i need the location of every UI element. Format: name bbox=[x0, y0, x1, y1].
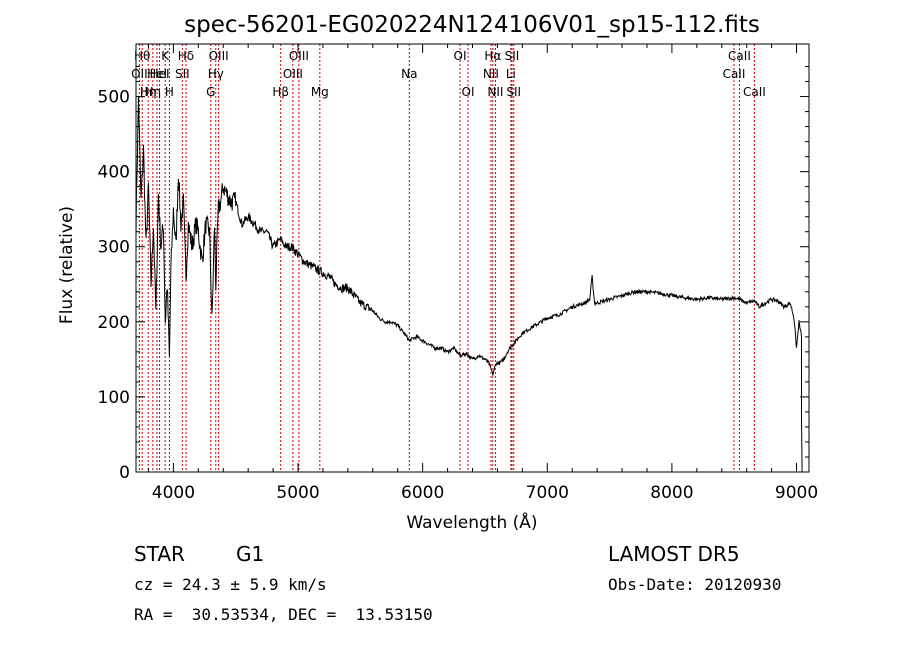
line-label-5: HeI bbox=[150, 67, 170, 81]
ra-dec-coordinates: RA = 30.53534, DEC = 13.53150 bbox=[134, 605, 433, 624]
observation-date: Obs-Date: 20120930 bbox=[608, 575, 781, 594]
y-tick-label: 0 bbox=[119, 463, 130, 483]
x-tick-label: 9000 bbox=[775, 483, 818, 503]
line-label-6: K bbox=[161, 49, 170, 63]
x-axis-label: Wavelength (Å) bbox=[406, 511, 537, 533]
line-label-9: Hδ bbox=[178, 49, 194, 63]
line-label-14: OIII bbox=[283, 67, 303, 81]
survey-name: LAMOST DR5 bbox=[608, 542, 740, 566]
line-label-28: CaII bbox=[743, 85, 766, 99]
y-tick-label: 300 bbox=[98, 238, 130, 258]
object-subclass: G1 bbox=[236, 542, 264, 566]
y-tick-label: 400 bbox=[98, 163, 130, 183]
x-tick-label: 4000 bbox=[152, 483, 195, 503]
object-class: STAR bbox=[134, 542, 185, 566]
line-label-23: Li bbox=[506, 67, 516, 81]
spectrum-series-line bbox=[135, 95, 803, 473]
line-label-11: Hγ bbox=[208, 67, 224, 81]
line-label-12: OIII bbox=[209, 49, 229, 63]
y-axis: 0 100 200 300 400 500 bbox=[98, 66, 809, 483]
line-label-4: HeI bbox=[147, 67, 167, 81]
line-label-17: Na bbox=[401, 67, 417, 81]
line-label-27: CaII bbox=[728, 49, 751, 63]
y-axis-label: Flux (relative) bbox=[57, 206, 77, 324]
line-label-18: OI bbox=[454, 49, 467, 63]
line-label-21: Hα bbox=[484, 49, 501, 63]
plot-frame bbox=[135, 43, 810, 473]
line-label-19: OI bbox=[462, 85, 475, 99]
line-label-24: SII bbox=[505, 49, 520, 63]
line-label-20: NII bbox=[483, 67, 499, 81]
line-label-7: H bbox=[165, 85, 174, 99]
spectral-line-labels: OIIHθHηHηHeIHeIKHSIIHδGHγOIIIHβOIIIOIIIM… bbox=[131, 49, 766, 99]
y-tick-label: 100 bbox=[98, 388, 130, 408]
x-tick-label: 8000 bbox=[650, 483, 693, 503]
redshift-cz: cz = 24.3 ± 5.9 km/s bbox=[134, 575, 327, 594]
line-label-2: Hη bbox=[140, 85, 157, 99]
line-label-3: Hη bbox=[145, 85, 162, 99]
line-label-16: Mg bbox=[311, 85, 329, 99]
line-label-26: CaII bbox=[723, 67, 746, 81]
x-tick-label: 7000 bbox=[526, 483, 569, 503]
y-tick-label: 200 bbox=[98, 313, 130, 333]
chart-title: spec-56201-EG020224N124106V01_sp15-112.f… bbox=[184, 12, 760, 38]
spectral-line-markers bbox=[138, 44, 755, 472]
line-label-8: SII bbox=[175, 67, 190, 81]
line-label-1: Hθ bbox=[134, 49, 150, 63]
line-label-15: OIII bbox=[289, 49, 309, 63]
line-label-25: SII bbox=[506, 85, 521, 99]
y-tick-label: 500 bbox=[98, 88, 130, 108]
line-label-22: NII bbox=[487, 85, 503, 99]
line-label-10: G bbox=[206, 85, 215, 99]
x-axis: 4000 5000 6000 7000 8000 9000 bbox=[147, 44, 818, 503]
line-label-0: OII bbox=[131, 67, 148, 81]
x-tick-label: 6000 bbox=[401, 483, 444, 503]
line-label-13: Hβ bbox=[272, 85, 289, 99]
x-tick-label: 5000 bbox=[276, 483, 319, 503]
